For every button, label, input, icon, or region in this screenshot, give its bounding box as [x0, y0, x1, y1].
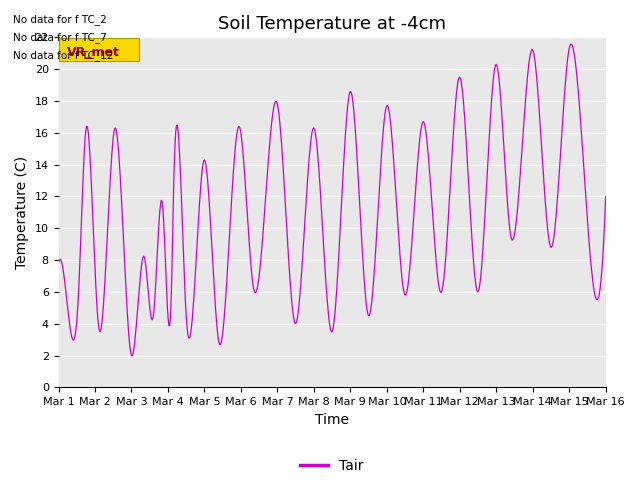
Text: No data for f TC_12: No data for f TC_12	[13, 50, 113, 61]
Text: No data for f TC_7: No data for f TC_7	[13, 32, 106, 43]
X-axis label: Time: Time	[315, 413, 349, 427]
Title: Soil Temperature at -4cm: Soil Temperature at -4cm	[218, 15, 446, 33]
Text: No data for f TC_2: No data for f TC_2	[13, 13, 106, 24]
Y-axis label: Temperature (C): Temperature (C)	[15, 156, 29, 269]
Legend: Tair: Tair	[295, 453, 369, 479]
Text: VR_met: VR_met	[67, 46, 120, 59]
